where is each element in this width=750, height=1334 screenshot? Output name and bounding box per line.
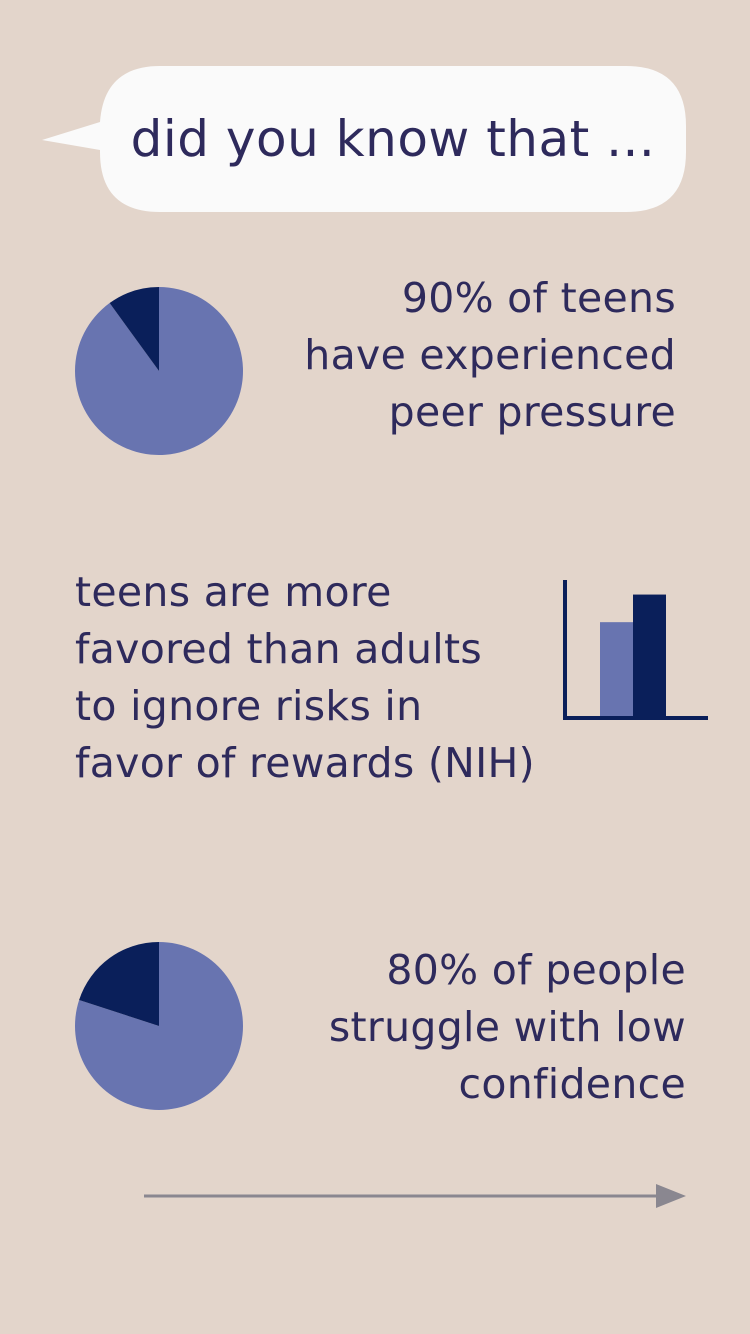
stat-line: teens are more [75, 568, 392, 616]
stat-line: favored than adults [75, 625, 483, 673]
speech-bubble-shape [42, 66, 686, 212]
bar-chart-teens-vs-adults [563, 580, 708, 720]
arrow-right-icon[interactable] [140, 1180, 690, 1212]
speech-bubble: did you know that ... [0, 0, 750, 240]
stat-peer-pressure: 90% of teens have experienced peer press… [304, 270, 676, 441]
stat-line: confidence [458, 1060, 686, 1108]
bar-teens [633, 594, 666, 716]
pie-slice-majority [74, 287, 243, 455]
pie-slice-minority [79, 942, 159, 1026]
stat-line: favor of rewards (NIH) [75, 739, 535, 787]
pie-chart-teens-peer-pressure [74, 287, 243, 455]
stat-line: 80% of people [386, 946, 686, 994]
pie-chart-low-confidence [74, 942, 243, 1110]
stat-line: 90% of teens [401, 274, 676, 322]
stat-line: have experienced [304, 331, 676, 379]
pie-slice-majority [74, 942, 243, 1110]
stat-line: peer pressure [388, 388, 676, 436]
bubble-heading: did you know that ... [130, 110, 656, 168]
bar-adults [600, 622, 633, 716]
stat-line: struggle with low [328, 1003, 686, 1051]
pie-slice-minority [109, 287, 159, 371]
stat-low-confidence: 80% of people struggle with low confiden… [329, 942, 686, 1113]
stat-risk-reward: teens are more favored than adults to ig… [75, 564, 535, 792]
stat-line: to ignore risks in [75, 682, 423, 730]
